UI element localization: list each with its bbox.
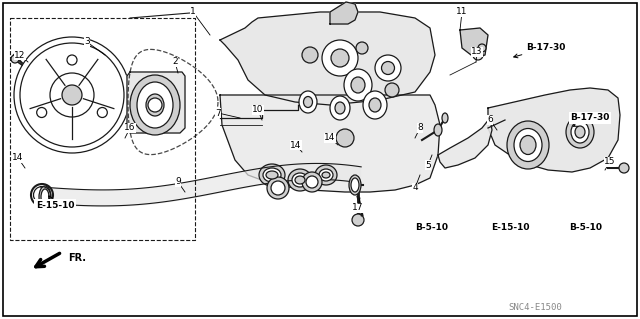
Circle shape xyxy=(148,98,162,112)
Ellipse shape xyxy=(130,75,180,135)
Text: 1: 1 xyxy=(190,8,196,17)
Polygon shape xyxy=(220,95,440,192)
Ellipse shape xyxy=(267,177,289,199)
Ellipse shape xyxy=(146,94,164,116)
Circle shape xyxy=(62,85,82,105)
Text: E-15-10: E-15-10 xyxy=(491,224,529,233)
Text: 13: 13 xyxy=(471,48,483,56)
Ellipse shape xyxy=(295,176,305,184)
Ellipse shape xyxy=(349,175,361,195)
Circle shape xyxy=(97,108,108,117)
Text: 8: 8 xyxy=(417,123,423,132)
Polygon shape xyxy=(460,28,488,58)
Polygon shape xyxy=(127,72,185,133)
Ellipse shape xyxy=(363,91,387,119)
Ellipse shape xyxy=(514,129,542,161)
Ellipse shape xyxy=(303,97,312,108)
Circle shape xyxy=(478,44,486,52)
Text: E-15-10: E-15-10 xyxy=(36,196,74,210)
Ellipse shape xyxy=(442,113,448,123)
Ellipse shape xyxy=(322,40,358,76)
Ellipse shape xyxy=(571,121,589,143)
Text: B-5-10: B-5-10 xyxy=(570,224,602,233)
Circle shape xyxy=(36,108,47,117)
Circle shape xyxy=(385,83,399,97)
Text: 4: 4 xyxy=(412,183,418,192)
Ellipse shape xyxy=(322,172,330,178)
Ellipse shape xyxy=(292,173,308,187)
Ellipse shape xyxy=(39,186,51,208)
Ellipse shape xyxy=(351,77,365,93)
Circle shape xyxy=(67,55,77,65)
Text: 14: 14 xyxy=(291,140,301,150)
Ellipse shape xyxy=(302,172,322,192)
Circle shape xyxy=(302,47,318,63)
Text: 14: 14 xyxy=(12,153,24,162)
Ellipse shape xyxy=(330,96,350,120)
Text: 2: 2 xyxy=(172,57,178,66)
Text: 14: 14 xyxy=(324,133,336,143)
Ellipse shape xyxy=(263,168,281,182)
Text: 17: 17 xyxy=(352,204,364,212)
Ellipse shape xyxy=(315,165,337,185)
Polygon shape xyxy=(488,88,620,172)
Ellipse shape xyxy=(331,49,349,67)
Ellipse shape xyxy=(434,124,442,136)
Text: 11: 11 xyxy=(456,8,468,17)
Ellipse shape xyxy=(335,102,345,114)
Ellipse shape xyxy=(566,116,594,148)
Ellipse shape xyxy=(375,55,401,81)
Text: 10: 10 xyxy=(252,106,264,115)
Text: 3: 3 xyxy=(84,38,90,47)
Ellipse shape xyxy=(351,178,359,192)
Ellipse shape xyxy=(575,126,585,138)
Ellipse shape xyxy=(137,82,173,128)
Text: B-17-30: B-17-30 xyxy=(514,43,566,58)
Ellipse shape xyxy=(306,176,318,188)
Text: 7: 7 xyxy=(215,108,221,117)
Polygon shape xyxy=(220,12,435,105)
Ellipse shape xyxy=(259,164,285,186)
Ellipse shape xyxy=(507,121,549,169)
Text: B-5-10: B-5-10 xyxy=(415,224,449,233)
Text: 5: 5 xyxy=(425,160,431,169)
Circle shape xyxy=(619,163,629,173)
Text: 6: 6 xyxy=(487,115,493,124)
Circle shape xyxy=(356,42,368,54)
Text: SNC4-E1500: SNC4-E1500 xyxy=(508,303,562,313)
Ellipse shape xyxy=(369,98,381,112)
Circle shape xyxy=(473,50,483,60)
Ellipse shape xyxy=(299,91,317,113)
Text: B-17-30: B-17-30 xyxy=(570,114,610,126)
Text: 15: 15 xyxy=(604,158,616,167)
Ellipse shape xyxy=(271,181,285,195)
Ellipse shape xyxy=(319,169,333,181)
Ellipse shape xyxy=(381,62,394,75)
Circle shape xyxy=(336,129,354,147)
Polygon shape xyxy=(330,2,358,24)
Circle shape xyxy=(352,214,364,226)
Ellipse shape xyxy=(288,169,312,191)
Text: 9: 9 xyxy=(175,177,181,187)
Text: 16: 16 xyxy=(124,123,136,132)
Ellipse shape xyxy=(344,69,372,101)
Circle shape xyxy=(14,37,130,153)
Ellipse shape xyxy=(41,189,49,205)
Ellipse shape xyxy=(266,171,278,179)
Circle shape xyxy=(11,55,19,63)
Ellipse shape xyxy=(520,136,536,154)
Text: 12: 12 xyxy=(14,50,26,60)
Polygon shape xyxy=(438,118,492,168)
Text: FR.: FR. xyxy=(68,253,86,263)
